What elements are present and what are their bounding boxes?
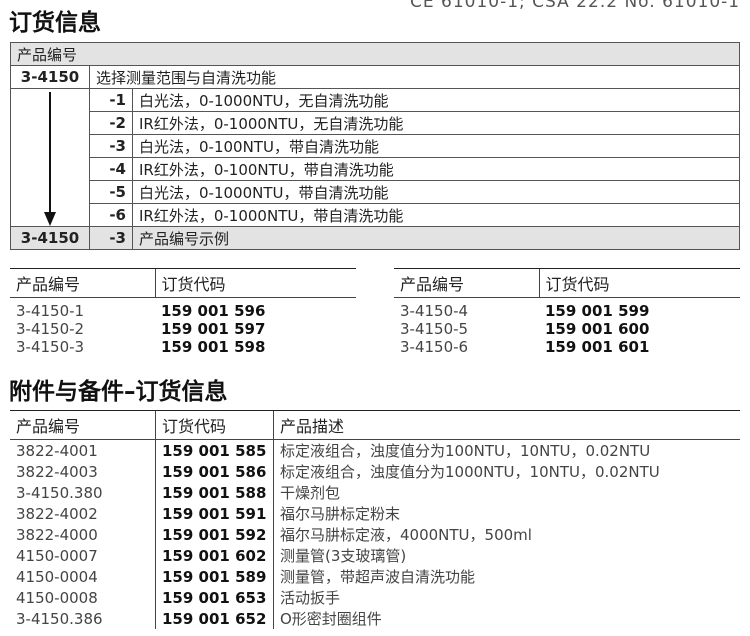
accessory-row: 3-4150.386 159 001 652 O形密封圈组件 xyxy=(10,608,740,629)
option-suffix: -1 xyxy=(89,88,133,112)
code-row: 3-4150-2 159 001 597 xyxy=(10,320,356,338)
accessory-row: 3822-4000 159 001 592 福尔马肼标定液，4000NTU，500m… xyxy=(10,524,740,545)
product-desc: 活动扳手 xyxy=(273,587,740,608)
product-number: 3822-4003 xyxy=(16,462,98,481)
col-order: 订货代码 xyxy=(154,268,356,298)
option-desc: 白光法，0-1000NTU，带自清洗功能 xyxy=(132,180,740,204)
example-label: 产品编号示例 xyxy=(132,226,740,250)
code-row: 3-4150-5 159 001 600 xyxy=(394,320,740,338)
option-suffix: -6 xyxy=(89,203,133,227)
col-product: 产品编号 xyxy=(10,410,156,440)
product-number: 3822-4002 xyxy=(16,504,98,523)
option-suffix: -2 xyxy=(89,111,133,135)
product-desc: 测量管，带超声波自清洗功能 xyxy=(273,566,740,587)
arrow-down-icon xyxy=(44,92,56,226)
order-code: 159 001 652 xyxy=(155,608,274,629)
order-code: 159 001 597 xyxy=(161,320,266,338)
order-code: 159 001 585 xyxy=(155,439,274,461)
example-suffix: -3 xyxy=(89,226,133,250)
accessories-table: 产品编号 订货代码 产品描述 3822-4001 159 001 585 标定液组合，浊… xyxy=(10,410,740,629)
order-code: 159 001 598 xyxy=(161,338,266,356)
product-desc: 标定液组合，浊度值分为1000NTU，10NTU，0.02NTU xyxy=(273,461,740,482)
product-number: 3-4150-1 xyxy=(16,302,85,320)
code-row: 3-4150-4 159 001 599 xyxy=(394,298,740,320)
col-desc: 产品描述 xyxy=(273,410,740,440)
example-code: 3-4150 xyxy=(10,226,90,250)
option-row: -3 白光法，0-100NTU，带自清洗功能 xyxy=(11,134,740,158)
option-suffix: -3 xyxy=(89,134,133,158)
col-order: 订货代码 xyxy=(538,268,740,298)
product-number: 4150-0008 xyxy=(16,588,98,607)
product-desc: 标定液组合，浊度值分为100NTU，10NTU，0.02NTU xyxy=(273,439,740,461)
code-row: 3-4150-3 159 001 598 xyxy=(10,338,356,356)
accessory-row: 4150-0007 159 001 602 测量管(3支玻璃管) xyxy=(10,545,740,566)
order-codes-right: 产品编号 订货代码 3-4150-4 159 001 599 3-4150-5 159 … xyxy=(394,268,740,356)
product-number: 3822-4001 xyxy=(16,441,98,460)
option-suffix: -5 xyxy=(89,180,133,204)
option-desc: IR红外法，0-1000NTU，带自清洗功能 xyxy=(132,203,740,227)
order-code: 159 001 589 xyxy=(155,566,274,587)
order-codes-left: 产品编号 订货代码 3-4150-1 159 001 596 3-4150-2 159 … xyxy=(10,268,356,356)
order-code: 159 001 653 xyxy=(155,587,274,608)
option-row: -2 IR红外法，0-1000NTU，无自清洗功能 xyxy=(11,111,740,135)
option-desc: IR红外法，0-1000NTU，无自清洗功能 xyxy=(132,111,740,135)
product-number: 3-4150.386 xyxy=(16,609,103,628)
order-code: 159 001 588 xyxy=(155,482,274,503)
product-number: 4150-0007 xyxy=(16,546,98,565)
product-number: 3-4150.380 xyxy=(16,483,103,502)
product-number: 3-4150-3 xyxy=(16,338,85,356)
accessory-row: 3822-4002 159 001 591 福尔马肼标定粉末 xyxy=(10,503,740,524)
product-desc: 测量管(3支玻璃管) xyxy=(273,545,740,566)
order-code: 159 001 596 xyxy=(161,302,266,320)
order-code: 159 001 600 xyxy=(545,320,650,338)
order-code: 159 001 601 xyxy=(545,338,650,356)
option-row: -4 IR红外法，0-100NTU，带自清洗功能 xyxy=(11,157,740,181)
option-desc: 白光法，0-1000NTU，无自清洗功能 xyxy=(132,88,740,112)
product-number: 3-4150-5 xyxy=(400,320,469,338)
product-desc: 福尔马肼标定粉末 xyxy=(273,503,740,524)
product-number: 4150-0004 xyxy=(16,567,98,586)
order-code: 159 001 586 xyxy=(155,461,274,482)
accessory-row: 4150-0008 159 001 653 活动扳手 xyxy=(10,587,740,608)
option-row: -6 IR红外法，0-1000NTU，带自清洗功能 xyxy=(11,203,740,227)
option-row: -5 白光法，0-1000NTU，带自清洗功能 xyxy=(11,180,740,204)
accessory-row: 3822-4001 159 001 585 标定液组合，浊度值分为100NTU，10… xyxy=(10,439,740,461)
option-row: -1 白光法，0-1000NTU，无自清洗功能 xyxy=(10,88,740,227)
option-desc: 白光法，0-100NTU，带自清洗功能 xyxy=(132,134,740,158)
accessories-title: 附件与备件–订货信息 xyxy=(9,379,228,405)
code-row: 3-4150-1 159 001 596 xyxy=(10,298,356,320)
standards-note: CE 61010-1; CSA 22.2 No. 61010-1 xyxy=(410,0,741,12)
code-row: 3-4150-6 159 001 601 xyxy=(394,338,740,356)
option-suffix: -4 xyxy=(89,157,133,181)
base-desc: 选择测量范围与自清洗功能 xyxy=(89,65,740,89)
option-desc: IR红外法，0-100NTU，带自清洗功能 xyxy=(132,157,740,181)
part-number-builder-table: 产品编号 3-4150 选择测量范围与自清洗功能 -1 白光法，0-1000NTU，… xyxy=(10,42,740,250)
order-code: 159 001 592 xyxy=(155,524,274,545)
product-desc: 福尔马肼标定液，4000NTU，500ml xyxy=(273,524,740,545)
product-number: 3-4150-4 xyxy=(400,302,469,320)
product-number: 3-4150-2 xyxy=(16,320,85,338)
product-number: 3-4150-6 xyxy=(400,338,469,356)
col-order: 订货代码 xyxy=(155,410,274,440)
page-title: 订货信息 xyxy=(9,10,101,36)
col-product: 产品编号 xyxy=(394,268,539,298)
header-cell: 产品编号 xyxy=(10,42,740,66)
order-code: 159 001 591 xyxy=(155,503,274,524)
product-desc: O形密封圈组件 xyxy=(273,608,740,629)
accessory-row: 3822-4003 159 001 586 标定液组合，浊度值分为1000NTU，1… xyxy=(10,461,740,482)
accessory-row: 3-4150.380 159 001 588 干燥剂包 xyxy=(10,482,740,503)
order-code: 159 001 602 xyxy=(155,545,274,566)
accessory-row: 4150-0004 159 001 589 测量管，带超声波自清洗功能 xyxy=(10,566,740,587)
product-desc: 干燥剂包 xyxy=(273,482,740,503)
product-number: 3822-4000 xyxy=(16,525,98,544)
base-code: 3-4150 xyxy=(10,65,90,89)
order-code: 159 001 599 xyxy=(545,302,650,320)
col-product: 产品编号 xyxy=(10,268,155,298)
